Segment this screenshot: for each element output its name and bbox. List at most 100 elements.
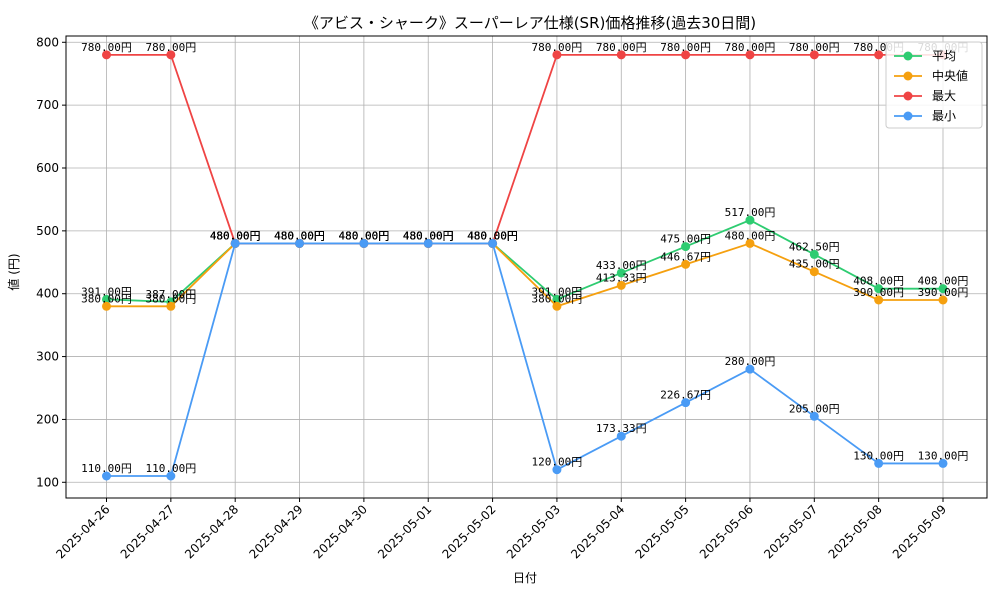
x-tick-label: 2025-05-09 [890,502,949,561]
data-label: 480.00円 [403,229,454,242]
series-line [106,53,943,245]
data-label: 390.00円 [918,286,969,299]
data-label: 480.00円 [339,229,390,242]
x-axis-label: 日付 [513,571,537,585]
data-label: 391.00円 [81,285,132,298]
data-label: 517.00円 [725,206,776,219]
data-point [166,50,176,60]
series-3 [102,238,948,481]
data-label: 480.00円 [403,229,454,242]
data-label: 780.00円 [81,41,132,54]
x-tick-label: 2025-05-04 [568,502,627,561]
legend-box [885,41,983,129]
data-point [102,50,111,60]
data-point [809,50,819,60]
data-point [874,295,884,305]
legend-swatch-marker [903,71,913,81]
x-tick-label: 2025-04-28 [182,502,241,561]
y-axis-label: 値 (円) [6,253,21,290]
data-label: 480.00円 [467,229,518,242]
data-labels: 391.00円 387.00円 480.00円 480.00円 480.00円 480.0… [81,41,968,475]
data-point [745,50,755,60]
x-tick-label: 2025-05-06 [697,502,756,561]
data-label: 475.00円 [660,233,711,246]
data-point [681,259,691,269]
data-label: 480.00円 [403,229,454,242]
data-label: 120.00円 [532,456,583,469]
x-tick-label: 2025-04-30 [311,502,370,561]
data-point [681,50,691,60]
series-2 [102,50,948,248]
x-tick-label: 2025-04-29 [246,502,305,561]
data-point [295,238,305,248]
data-label: 226.67円 [660,389,711,402]
data-point [745,364,755,374]
data-label: 110.00円 [145,462,196,475]
plot-frame [65,35,988,499]
y-tick-label: 600 [36,161,59,175]
data-point [938,458,948,468]
data-point [423,238,433,248]
legend-swatch-marker [903,91,913,101]
legend-entry: 最小 [932,109,956,123]
data-point [166,471,176,481]
y-tick-label: 800 [36,35,59,49]
data-label: 390.00円 [853,286,904,299]
data-label: 480.00円 [210,229,261,242]
series-line [106,242,943,477]
data-label: 480.00円 [339,229,390,242]
data-label: 413.33円 [596,271,647,284]
data-label: 380.00円 [532,292,583,305]
x-tick-label: 2025-05-01 [375,502,434,561]
data-point [809,267,819,277]
data-label: 480.00円 [210,229,261,242]
data-label: 780.00円 [145,41,196,54]
data-label: 780.00円 [789,41,840,54]
data-label: 110.00円 [81,462,132,475]
x-tick-label: 2025-05-02 [439,502,498,561]
x-tick-label: 2025-04-26 [53,502,112,561]
y-tick-label: 700 [36,98,59,112]
data-point [166,301,176,311]
data-label: 130.00円 [918,449,969,462]
data-label: 130.00円 [853,449,904,462]
data-label: 408.00円 [918,275,969,288]
data-label: 480.00円 [403,229,454,242]
data-point [681,242,691,252]
data-point [745,238,755,248]
data-point [488,238,498,248]
data-point [809,411,819,421]
data-label: 480.00円 [274,229,325,242]
data-label: 480.00円 [210,229,261,242]
data-point [616,268,626,278]
y-tick-label: 300 [36,350,59,364]
data-label: 780.00円 [532,41,583,54]
data-label: 780.00円 [596,41,647,54]
x-tick-label: 2025-05-08 [826,502,885,561]
data-label: 380.00円 [81,292,132,305]
data-label: 408.00円 [853,275,904,288]
data-label: 446.67円 [660,250,711,263]
data-point [616,280,626,290]
grid [66,36,987,498]
data-label: 462.50円 [789,240,840,253]
x-tick-label: 2025-05-07 [761,502,820,561]
y-tick-label: 400 [36,287,59,301]
x-tick-label: 2025-05-03 [504,502,563,561]
data-point [552,50,562,60]
data-label: 480.00円 [274,229,325,242]
data-label: 780.00円 [660,41,711,54]
legend-entry: 平均 [932,49,956,63]
data-label: 480.00円 [274,229,325,242]
data-point [874,458,884,468]
data-point [681,398,691,408]
data-label: 391.00円 [532,285,583,298]
data-point [809,249,819,259]
data-label: 480.00円 [467,229,518,242]
data-label: 380.00円 [145,292,196,305]
data-label: 205.00円 [789,402,840,415]
data-label: 435.00円 [789,258,840,271]
data-label: 480.00円 [274,229,325,242]
